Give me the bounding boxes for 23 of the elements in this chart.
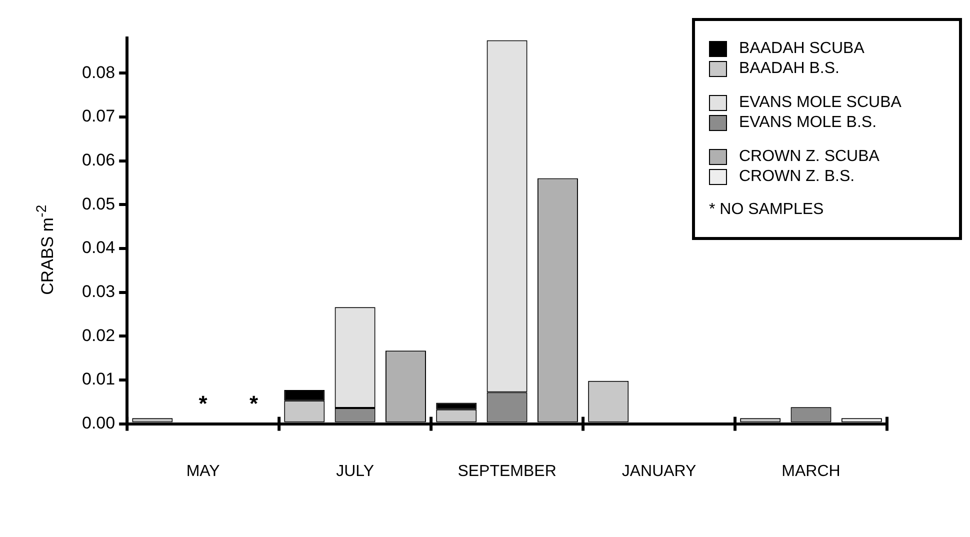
- x-tick-label: JULY: [336, 462, 374, 480]
- y-tick-label: 0.05: [82, 194, 116, 214]
- text: *: [198, 390, 208, 416]
- legend-label: EVANS MOLE SCUBA: [739, 94, 902, 112]
- y-tick-label: 0.04: [82, 238, 116, 258]
- y-tick-label: 0.03: [82, 282, 116, 301]
- legend-label: CROWN Z. B.S.: [739, 168, 855, 186]
- annotation: * NO SAMPLES: [709, 201, 825, 219]
- y-tick-label: 0.01: [82, 370, 116, 389]
- x-tick-label: MAY: [186, 462, 220, 480]
- y-tick-label: 0.06: [82, 150, 116, 170]
- x-tick-label: MARCH: [782, 462, 840, 480]
- y-tick-label: 0.00: [82, 413, 116, 432]
- text: *: [249, 390, 258, 416]
- legend-label: BAADAH B.S.: [739, 60, 840, 78]
- y-tick-label: 0.08: [82, 62, 116, 82]
- legend-label: EVANS MOLE B.S.: [739, 114, 877, 132]
- legend-label: CROWN Z. SCUBA: [739, 148, 880, 166]
- x-tick-label: SEPTEMBER: [458, 462, 556, 480]
- y-tick-label: 0.07: [82, 106, 116, 126]
- x-tick-label: JANUARY: [622, 462, 697, 480]
- y-tick-label: 0.02: [82, 326, 116, 345]
- legend-label: BAADAH SCUBA: [739, 40, 864, 58]
